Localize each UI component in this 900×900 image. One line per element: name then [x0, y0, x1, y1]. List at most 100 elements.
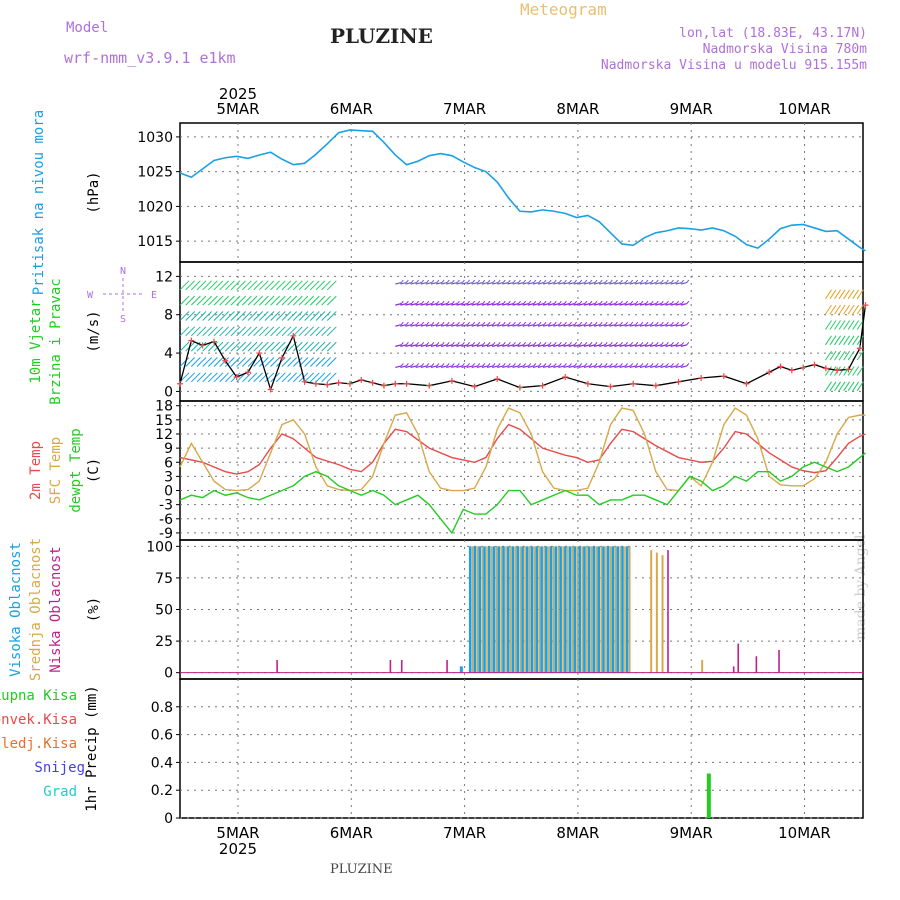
wind-barb-flag — [574, 342, 578, 346]
wind-barb — [395, 281, 402, 285]
wind-barb — [400, 281, 407, 285]
wind-barb-flag — [538, 300, 542, 304]
cloud-mid-bar — [486, 546, 488, 673]
wind-speed-marker — [630, 380, 637, 387]
wind-barb — [230, 311, 241, 321]
wind-barb-flag — [625, 300, 628, 304]
cloud-mid-bar — [543, 546, 545, 673]
wind-barb — [502, 344, 509, 347]
wind-barb-flag — [650, 363, 654, 367]
wind-barb — [219, 341, 230, 352]
wind-barb — [665, 303, 672, 306]
wind-barb-flag — [579, 321, 583, 326]
pressure-line — [179, 129, 866, 252]
wind-barb — [486, 303, 494, 306]
wind-barb — [838, 289, 846, 300]
cloud-mid-bar — [490, 546, 493, 673]
cloud-mid-bar — [605, 546, 607, 673]
unit-label: (%) — [86, 597, 102, 622]
wind-barb — [247, 311, 258, 321]
wind-barb-flag — [574, 279, 578, 283]
wind-barb — [834, 289, 841, 300]
wind-barb — [675, 344, 682, 347]
x-tick-label-bottom: 10MAR — [778, 824, 831, 842]
wind-barb-flag — [655, 321, 659, 326]
wind-barb-flag — [497, 279, 501, 283]
wind-barb — [298, 311, 309, 321]
wind-barb — [207, 357, 218, 367]
wind-barb-flag — [569, 321, 572, 326]
wind-barb-flag — [411, 363, 414, 367]
wind-barb — [451, 303, 458, 306]
cloud-axis-label-2: Srednja Oblacnost — [28, 538, 44, 681]
wind-barb — [326, 357, 337, 367]
wind-barb — [604, 324, 611, 327]
compass-east: E — [151, 290, 157, 301]
wind-barb — [471, 344, 478, 347]
cloud-mid-bar — [619, 546, 622, 673]
x-tick-label-top: 9MAR — [670, 100, 713, 118]
cloud-high-bar — [559, 546, 562, 673]
cloud-high-bar — [459, 666, 463, 673]
wind-barb — [578, 365, 585, 369]
wind-barb — [224, 372, 235, 383]
wind-barb — [270, 326, 280, 337]
unit-label: (C) — [86, 458, 102, 483]
wind-barb — [400, 324, 407, 327]
wind-barb-flag — [507, 300, 511, 304]
wind-barb — [639, 344, 647, 347]
wind-barb — [639, 281, 647, 285]
wind-barb — [660, 281, 667, 285]
wind-barb-flag — [482, 363, 486, 367]
wind-barb — [420, 303, 427, 306]
wind-barb-flag — [625, 363, 628, 367]
wind-barb-flag — [645, 363, 649, 367]
wind-barb — [491, 303, 499, 306]
wind-barb — [852, 289, 860, 300]
wind-barb-flag — [462, 363, 465, 367]
wind-barb — [655, 303, 662, 306]
x-tick-label-bottom: 9MAR — [670, 824, 713, 842]
wind-axis-label-1: 10m Vjetar — [28, 299, 44, 383]
wind-barb — [481, 365, 489, 369]
wind-barb — [507, 344, 514, 347]
wind-barb — [843, 289, 851, 300]
wind-barb — [537, 344, 545, 347]
wind-speed-marker — [856, 345, 863, 352]
cloud-high-bar — [616, 546, 620, 673]
wind-barb — [281, 372, 292, 383]
wind-barb — [542, 324, 550, 327]
wind-speed-marker — [788, 367, 795, 374]
wind-barb — [527, 365, 534, 369]
wind-barb — [258, 295, 269, 306]
wind-barb — [563, 303, 570, 306]
wind-barb — [660, 365, 667, 369]
wind-barb — [491, 281, 499, 285]
wind-barb — [230, 341, 241, 352]
wind-barb-flag — [513, 321, 516, 326]
wind-speed-marker — [448, 377, 455, 384]
wind-barb — [441, 344, 448, 347]
wind-barb — [507, 365, 514, 369]
wind-barb — [644, 324, 652, 327]
wind-barb — [852, 320, 860, 330]
wind-barb — [466, 281, 473, 285]
wind-barb — [451, 344, 458, 347]
wind-barb-flag — [676, 300, 679, 304]
wind-barb-flag — [421, 363, 425, 367]
cloud-low-bar — [446, 660, 448, 673]
wind-barb — [680, 303, 687, 306]
wind-barb — [298, 326, 309, 337]
wind-barb-flag — [416, 279, 419, 283]
wind-barb-flag — [569, 279, 572, 283]
wind-barb — [629, 324, 636, 327]
wind-barb-flag — [426, 279, 430, 283]
wind-barb — [471, 365, 478, 369]
wind-barb-flag — [538, 321, 542, 326]
wind-barb — [326, 295, 337, 306]
wind-barb — [476, 344, 483, 347]
wind-barb-flag — [487, 363, 491, 367]
wind-barb — [202, 280, 213, 291]
cloud-high-bar — [497, 546, 501, 673]
cloud-mid-bar — [609, 546, 612, 673]
